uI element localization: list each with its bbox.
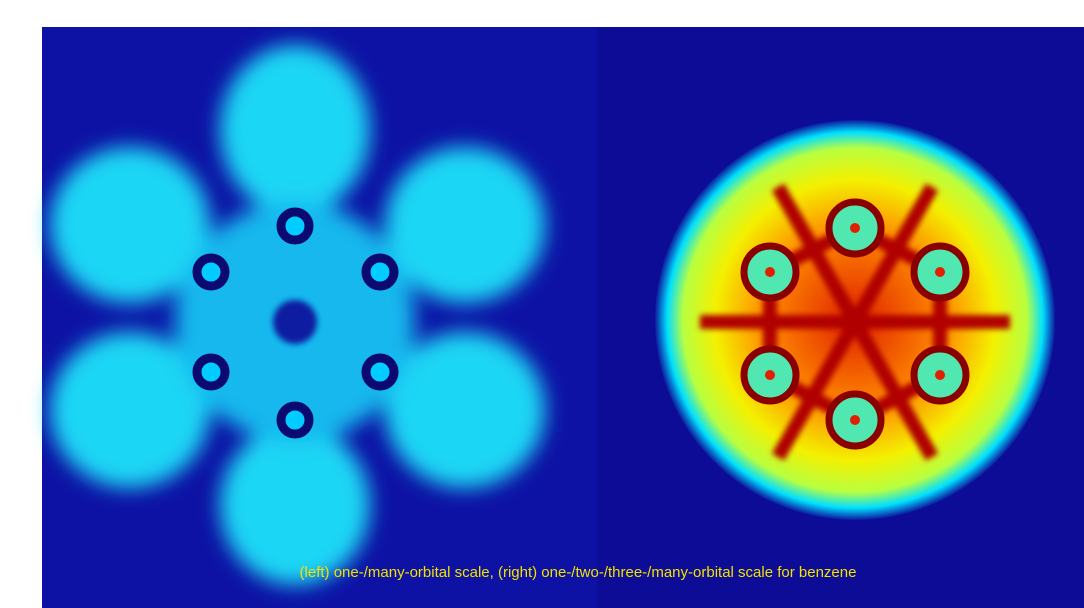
- figure: (left) one-/many-orbital scale, (right) …: [0, 0, 1084, 608]
- caption: (left) one-/many-orbital scale, (right) …: [300, 564, 857, 581]
- page: (left) one-/many-orbital scale, (right) …: [0, 0, 1084, 608]
- left-center: [273, 300, 317, 344]
